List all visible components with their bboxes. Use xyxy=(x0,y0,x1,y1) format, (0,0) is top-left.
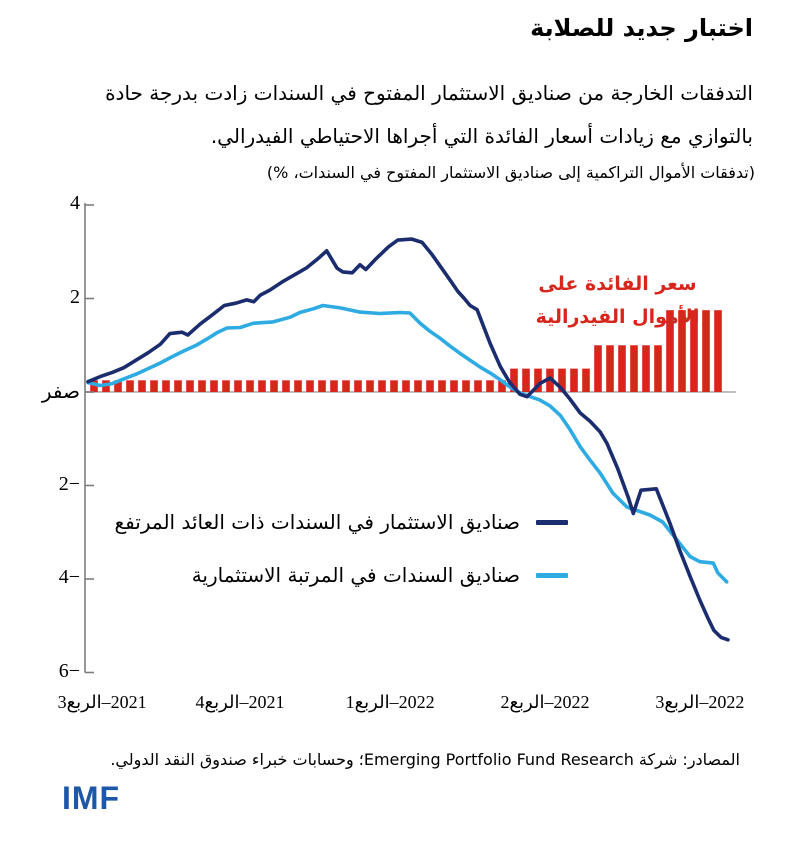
policy-rate-bar xyxy=(414,380,422,392)
policy-rate-bar xyxy=(522,368,530,392)
policy-rate-bar xyxy=(150,380,158,392)
policy-rate-bar xyxy=(702,310,710,392)
series-line xyxy=(86,237,730,642)
policy-rate-bar xyxy=(234,380,242,392)
policy-rate-bar xyxy=(450,380,458,392)
policy-rate-bar xyxy=(282,380,290,392)
page-title: اختبار جديد للصلابة xyxy=(530,14,753,42)
imf-logo: IMF xyxy=(62,780,121,816)
policy-rate-bar xyxy=(678,310,686,392)
units-note: (تدفقات الأموال التراكمية إلى صناديق الا… xyxy=(266,163,755,182)
policy-rate-bar xyxy=(654,345,662,392)
x-tick-label: 2الربع–2022 xyxy=(500,692,590,712)
policy-rate-bar xyxy=(342,380,350,392)
y-tick-label: 2− xyxy=(58,472,80,495)
policy-rate-annotation-line2: الأموال الفيدرالية xyxy=(535,306,700,328)
policy-rate-bar xyxy=(498,380,506,392)
subtitle-line-2: بالتوازي مع زيادات أسعار الفائدة التي أج… xyxy=(210,124,753,148)
y-tick-label: صفر xyxy=(41,381,80,403)
policy-rate-bar xyxy=(126,380,134,392)
policy-rate-bar xyxy=(402,380,410,392)
policy-rate-bar xyxy=(90,380,98,392)
policy-rate-bar xyxy=(534,368,542,392)
x-tick-label: 3الربع–2021 xyxy=(57,692,147,712)
legend-label-high-yield: صناديق الاستثمار في السندات ذات العائد ا… xyxy=(114,510,520,534)
policy-rate-bar xyxy=(390,380,398,392)
policy-rate-bar xyxy=(258,380,266,392)
policy-rate-bar xyxy=(570,368,578,392)
policy-rate-bar xyxy=(162,380,170,392)
policy-rate-bar xyxy=(426,380,434,392)
legend-item-investment-grade: صناديق السندات في المرتبة الاستثمارية xyxy=(192,563,568,587)
investment-grade-line-swatch xyxy=(536,572,568,578)
y-tick-label: 2 xyxy=(70,285,80,308)
policy-rate-bar xyxy=(366,380,374,392)
y-tick-label: 4− xyxy=(58,566,80,588)
policy-rate-bar xyxy=(318,380,326,392)
policy-rate-annotation-line1: سعر الفائدة على xyxy=(538,273,697,295)
policy-rate-bar xyxy=(582,368,590,392)
policy-rate-annotation: سعر الفائدة على الأموال الفيدرالية xyxy=(505,268,730,334)
policy-rate-bar xyxy=(270,380,278,392)
subtitle-line-1: التدفقات الخارجة من صناديق الاستثمار الم… xyxy=(105,81,753,105)
figure-subtitle: التدفقات الخارجة من صناديق الاستثمار الم… xyxy=(38,72,753,158)
policy-rate-bar xyxy=(714,310,722,392)
policy-rate-bar xyxy=(198,380,206,392)
series-line xyxy=(86,303,729,584)
policy-rate-bar xyxy=(246,380,254,392)
policy-rate-bar xyxy=(606,345,614,392)
policy-rate-bar xyxy=(378,380,386,392)
policy-rate-bar xyxy=(330,380,338,392)
policy-rate-bar xyxy=(294,380,302,392)
policy-rate-bar xyxy=(438,380,446,392)
policy-rate-bar xyxy=(642,345,650,392)
high-yield-line-swatch xyxy=(536,519,568,525)
policy-rate-bar xyxy=(474,380,482,392)
source-note: المصادر: شركة Emerging Portfolio Fund Re… xyxy=(110,750,740,769)
policy-rate-bar xyxy=(306,380,314,392)
policy-rate-bar xyxy=(666,310,674,392)
policy-rate-bar xyxy=(138,380,146,392)
policy-rate-bar xyxy=(690,310,698,392)
policy-rate-bar xyxy=(354,380,362,392)
policy-rate-bar xyxy=(222,380,230,392)
policy-rate-bar xyxy=(558,368,566,392)
x-tick-label: 1الربع–2022 xyxy=(345,692,435,712)
policy-rate-bar xyxy=(594,345,602,392)
policy-rate-bar xyxy=(462,380,470,392)
policy-rate-bar xyxy=(210,380,218,392)
y-tick-label: 4 xyxy=(70,192,80,214)
policy-rate-bar xyxy=(486,380,494,392)
policy-rate-bar xyxy=(618,345,626,392)
policy-rate-bar xyxy=(174,380,182,392)
policy-rate-bar xyxy=(186,380,194,392)
policy-rate-bar xyxy=(510,368,518,392)
policy-rate-bar xyxy=(114,380,122,392)
x-tick-label: 3الربع–2022 xyxy=(655,692,745,712)
legend-item-high-yield: صناديق الاستثمار في السندات ذات العائد ا… xyxy=(115,510,568,534)
y-tick-label: 6− xyxy=(58,659,80,682)
x-tick-label: 4الربع–2021 xyxy=(195,692,285,712)
legend-label-investment-grade: صناديق السندات في المرتبة الاستثمارية xyxy=(191,563,520,587)
policy-rate-bar xyxy=(630,345,638,392)
